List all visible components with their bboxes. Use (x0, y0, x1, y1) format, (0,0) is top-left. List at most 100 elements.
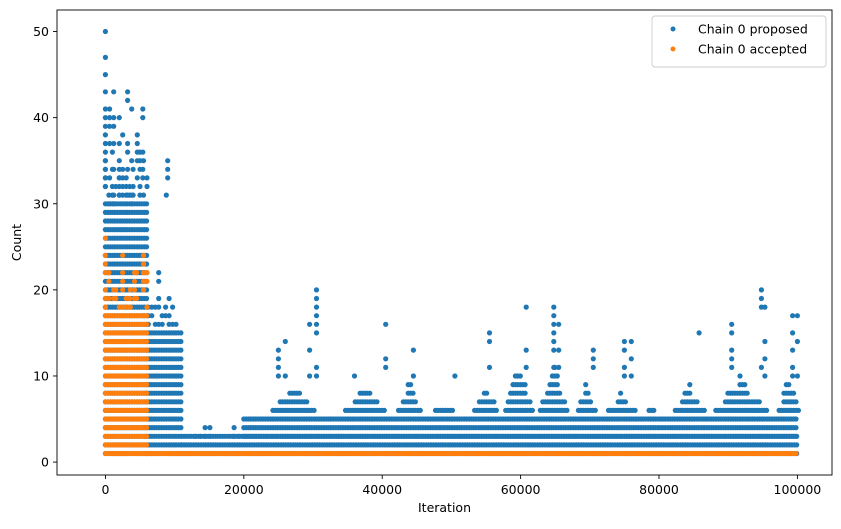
proposed-point (236, 433, 242, 439)
y-tick-label: 10 (33, 368, 49, 383)
proposed-point (144, 175, 150, 181)
proposed-point (412, 399, 418, 405)
proposed-point (102, 89, 108, 95)
proposed-point (202, 425, 208, 431)
proposed-point (367, 390, 373, 396)
proposed-point (107, 175, 113, 181)
accepted-point (144, 382, 150, 388)
proposed-point (134, 140, 140, 147)
proposed-point (744, 390, 750, 396)
proposed-point (275, 373, 281, 379)
proposed-point (178, 356, 184, 362)
accepted-point (131, 270, 138, 276)
proposed-point (207, 425, 213, 431)
proposed-point (140, 192, 147, 198)
proposed-point (585, 390, 591, 396)
proposed-point (758, 364, 765, 370)
proposed-point (173, 321, 179, 327)
accepted-point (140, 252, 147, 258)
x-tick-label: 20000 (224, 482, 264, 497)
proposed-point (554, 382, 560, 388)
proposed-point (313, 373, 320, 379)
proposed-point (116, 192, 122, 198)
proposed-point (178, 399, 184, 405)
proposed-point (794, 313, 801, 319)
y-tick-label: 0 (41, 455, 49, 470)
proposed-point (134, 158, 140, 164)
proposed-point (556, 364, 562, 370)
proposed-point (313, 295, 320, 302)
proposed-point (381, 407, 387, 413)
proposed-point (102, 158, 108, 164)
proposed-point (383, 364, 389, 370)
proposed-point (111, 192, 117, 198)
accepted-point (144, 416, 150, 422)
proposed-point (202, 433, 208, 439)
proposed-point (651, 407, 657, 413)
legend-marker-proposed (670, 26, 676, 32)
proposed-point (790, 330, 796, 336)
proposed-point (790, 347, 796, 353)
proposed-point (383, 321, 389, 327)
proposed-point (125, 166, 131, 172)
proposed-point (307, 347, 313, 353)
proposed-point (590, 347, 596, 353)
proposed-point (111, 123, 117, 129)
accepted-point (144, 442, 150, 448)
proposed-point (313, 364, 320, 370)
proposed-point (231, 433, 237, 439)
proposed-point (592, 407, 598, 413)
proposed-point (729, 330, 735, 336)
accepted-point (102, 287, 108, 293)
proposed-point (296, 390, 303, 396)
proposed-point (410, 390, 416, 396)
proposed-point (125, 89, 131, 95)
proposed-point (621, 364, 628, 370)
proposed-point (742, 382, 748, 388)
proposed-point (140, 158, 147, 164)
proposed-point (628, 373, 634, 379)
proposed-point (116, 140, 122, 147)
y-axis-ticks: 0 10 20 30 40 50 (33, 24, 57, 470)
proposed-point (701, 407, 707, 413)
proposed-point (618, 390, 624, 396)
proposed-point (408, 382, 414, 388)
proposed-point (102, 72, 108, 78)
proposed-point (207, 433, 213, 439)
proposed-point (282, 338, 288, 345)
proposed-point (130, 183, 136, 190)
proposed-point (551, 364, 557, 370)
accepted-point (144, 425, 150, 431)
proposed-point (729, 347, 735, 353)
accepted-point (111, 295, 117, 302)
proposed-point (178, 347, 184, 353)
y-tick-label: 30 (33, 196, 49, 211)
accepted-point (144, 330, 150, 336)
legend-marker-accepted (670, 46, 676, 52)
proposed-point (178, 373, 184, 379)
accepted-point (144, 356, 150, 362)
proposed-point (794, 442, 800, 448)
accepted-point (102, 270, 108, 276)
proposed-point (275, 356, 281, 362)
proposed-point (178, 425, 184, 431)
proposed-point (120, 166, 126, 172)
proposed-point (140, 166, 146, 172)
accepted-point (120, 287, 126, 293)
proposed-point (282, 373, 288, 379)
proposed-point (304, 399, 310, 405)
proposed-point (144, 209, 150, 215)
accepted-point (102, 261, 108, 267)
proposed-point (793, 433, 799, 439)
proposed-point (165, 166, 171, 172)
proposed-point (554, 373, 560, 379)
proposed-point (564, 407, 570, 413)
proposed-point (523, 347, 529, 353)
proposed-point (622, 399, 629, 405)
proposed-point (762, 373, 768, 379)
accepted-point (131, 287, 138, 293)
proposed-point (129, 106, 135, 112)
proposed-point (107, 123, 113, 129)
